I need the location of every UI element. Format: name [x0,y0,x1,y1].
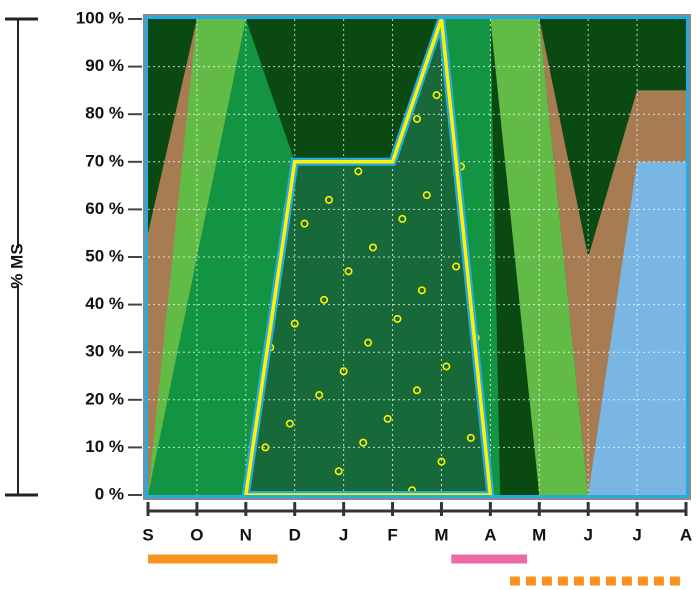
x-tick-label-1: O [190,525,203,544]
y-tick-label-5: 50 % [85,246,124,265]
dot-5 [315,391,324,400]
dot-12 [359,438,368,447]
y-tick-label-6: 60 % [85,199,124,218]
plot-frame-outer [143,14,691,500]
dot-7 [324,195,333,204]
x-tick-label-8: M [532,525,546,544]
dot-14 [368,243,377,252]
dot-10 [344,267,353,276]
x-tick-label-7: A [484,525,496,544]
y-tick-label-9: 90 % [85,56,124,75]
x-tick-label-9: J [583,525,592,544]
dot-28 [466,433,475,442]
dot-13 [364,338,373,347]
dot-23 [412,114,421,123]
dot-17 [398,214,407,223]
y-tick-label-3: 30 % [85,342,124,361]
y-tick-label-1: 10 % [85,437,124,456]
dot-8 [334,467,343,476]
y-tick-label-10: 100 % [76,8,124,27]
y-tick-labels: 0 % 10 % 20 % 30 % 40 % 50 % 60 % 70 % 80 % 90 % 1… [76,8,142,503]
dot-3 [290,319,299,328]
x-tick-label-4: J [339,525,348,544]
dot-21 [422,191,431,200]
dot-9 [339,367,348,376]
period-bars [148,554,686,586]
dot-26 [452,262,461,271]
plot-area [143,14,691,500]
y-tick-label-0: 0 % [95,484,124,503]
dot-4 [300,219,309,228]
dot-20 [417,286,426,295]
dot-19 [412,386,421,395]
x-tick-label-10: J [632,525,641,544]
dot-2 [285,419,294,428]
dot-11 [354,167,363,176]
y-axis-label: % MS [7,243,26,288]
dot-22 [432,91,441,100]
plot-frame-inner [145,16,689,498]
dot-15 [383,414,392,423]
y-tick-label-7: 70 % [85,151,124,170]
area-light-blue-6 [588,161,686,496]
x-tick-label-2: N [240,525,252,544]
y-axis-bracket [5,17,38,497]
x-tick-label-3: D [289,525,301,544]
y-tick-label-4: 40 % [85,294,124,313]
x-tick-label-5: F [387,525,397,544]
y-tick-label-8: 80 % [85,104,124,123]
x-tick-label-11: A [680,525,692,544]
dot-24 [437,457,446,466]
area-mid-green-2 [148,19,295,495]
dot-25 [442,362,451,371]
x-tick-label-6: M [434,525,448,544]
y-tick-label-2: 20 % [85,389,124,408]
grid [148,19,686,495]
dot-0 [261,443,270,452]
x-tick-label-0: S [142,525,153,544]
dot-6 [320,295,329,304]
dot-16 [393,314,402,323]
